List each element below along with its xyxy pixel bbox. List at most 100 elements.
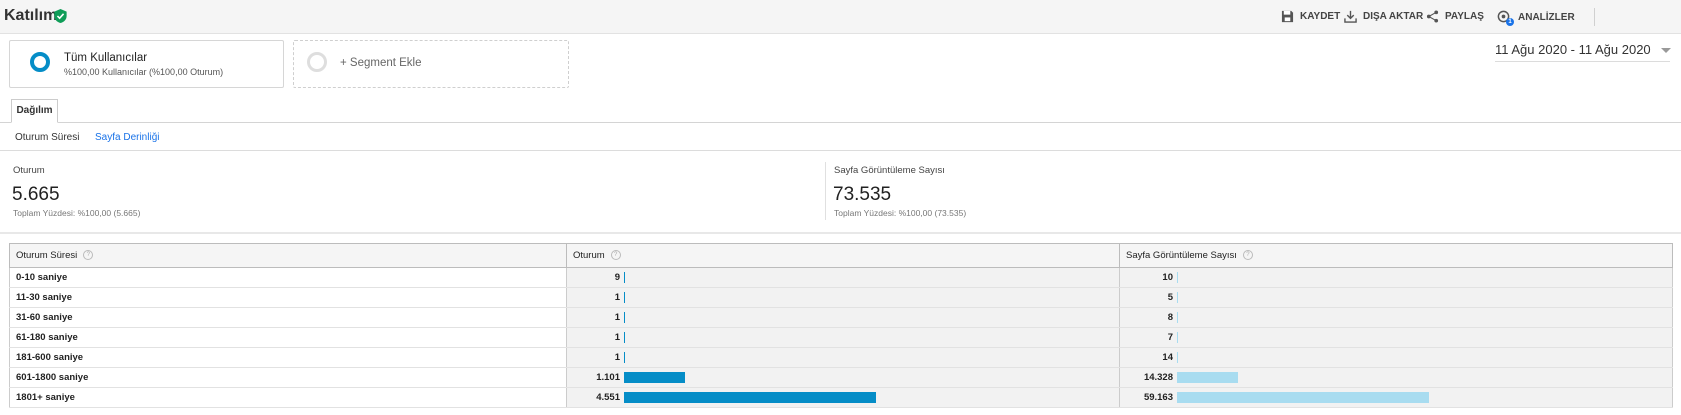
sessions-value: 1 bbox=[614, 352, 620, 363]
pageviews-cell: 10 bbox=[1119, 267, 1673, 288]
metric-sessions-sub: Toplam Yüzdesi: %100,00 (5.665) bbox=[13, 208, 141, 218]
pageviews-cell: 14 bbox=[1119, 347, 1673, 368]
column-header-duration[interactable]: Oturum Süresi? bbox=[9, 243, 567, 268]
empty-segment-ring-icon bbox=[307, 52, 327, 72]
add-segment-button[interactable]: + Segment Ekle bbox=[293, 40, 569, 88]
download-icon bbox=[1344, 10, 1357, 23]
insights-label: ANALİZLER bbox=[1518, 11, 1575, 23]
pageviews-bar bbox=[1177, 392, 1429, 403]
metric-pageviews-label: Sayfa Görüntüleme Sayısı bbox=[834, 165, 945, 176]
row-label[interactable]: 31-60 saniye bbox=[9, 307, 567, 328]
help-icon[interactable]: ? bbox=[83, 250, 94, 261]
share-icon bbox=[1426, 10, 1439, 23]
save-icon bbox=[1281, 10, 1294, 23]
pageviews-bar bbox=[1177, 292, 1178, 303]
chevron-down-icon[interactable] bbox=[1661, 48, 1671, 53]
sessions-cell: 1.101 bbox=[566, 367, 1120, 388]
sessions-cell: 1 bbox=[566, 347, 1120, 368]
pageviews-cell: 7 bbox=[1119, 327, 1673, 348]
table-row: 0-10 saniye 9 10 bbox=[9, 267, 1673, 288]
metric-pageviews-value: 73.535 bbox=[833, 184, 892, 205]
share-label: PAYLAŞ bbox=[1445, 11, 1484, 22]
table-row: 61-180 saniye 1 7 bbox=[9, 327, 1673, 348]
pageviews-value: 14.328 bbox=[1143, 372, 1173, 383]
pageviews-cell: 5 bbox=[1119, 287, 1673, 308]
column-header-pageviews[interactable]: Sayfa Görüntüleme Sayısı? bbox=[1119, 243, 1673, 268]
metric-divider bbox=[825, 162, 826, 220]
table-row: 601-1800 saniye 1.101 14.328 bbox=[9, 367, 1673, 388]
sessions-value: 1 bbox=[614, 292, 620, 303]
table-row: 1801+ saniye 4.551 59.163 bbox=[9, 387, 1673, 408]
export-label: DIŞA AKTAR bbox=[1363, 11, 1424, 22]
row-label[interactable]: 1801+ saniye bbox=[9, 387, 567, 408]
pageviews-cell: 59.163 bbox=[1119, 387, 1673, 408]
pageviews-bar bbox=[1177, 352, 1178, 363]
row-label[interactable]: 61-180 saniye bbox=[9, 327, 567, 348]
pageviews-cell: 14.328 bbox=[1119, 367, 1673, 388]
subtab-page-depth[interactable]: Sayfa Derinliği bbox=[95, 132, 160, 143]
sessions-value: 1 bbox=[614, 332, 620, 343]
save-button[interactable]: KAYDET bbox=[1281, 10, 1340, 23]
check-shield-icon bbox=[54, 9, 67, 23]
tab-distribution[interactable]: Dağılım bbox=[11, 99, 58, 123]
pageviews-value: 5 bbox=[1167, 292, 1173, 303]
sessions-bar bbox=[624, 272, 625, 283]
column-header-sessions[interactable]: Oturum? bbox=[566, 243, 1120, 268]
date-range-picker[interactable]: 11 Ağu 2020 - 11 Ağu 2020 bbox=[1495, 42, 1651, 57]
sessions-cell: 4.551 bbox=[566, 387, 1120, 408]
table-row: 11-30 saniye 1 5 bbox=[9, 287, 1673, 308]
table-row: 31-60 saniye 1 8 bbox=[9, 307, 1673, 328]
table-row: 181-600 saniye 1 14 bbox=[9, 347, 1673, 368]
pageviews-cell: 8 bbox=[1119, 307, 1673, 328]
tab-bar-line bbox=[0, 122, 1681, 123]
subtab-session-duration[interactable]: Oturum Süresi bbox=[15, 132, 80, 143]
sessions-value: 4.551 bbox=[596, 392, 620, 403]
save-label: KAYDET bbox=[1300, 11, 1341, 22]
sessions-bar bbox=[624, 332, 625, 343]
insights-badge: 1 bbox=[1506, 18, 1514, 26]
help-icon[interactable]: ? bbox=[610, 250, 621, 261]
sessions-bar bbox=[624, 292, 625, 303]
report-header bbox=[0, 0, 1681, 34]
pageviews-value: 7 bbox=[1167, 332, 1173, 343]
metric-sessions-value: 5.665 bbox=[12, 184, 60, 205]
add-segment-label: + Segment Ekle bbox=[340, 57, 422, 69]
data-table: Oturum Süresi? Oturum? Sayfa Görüntüleme… bbox=[9, 243, 1673, 408]
date-underline bbox=[1495, 61, 1670, 62]
pageviews-value: 59.163 bbox=[1143, 392, 1173, 403]
pageviews-bar bbox=[1177, 272, 1178, 283]
pageviews-bar bbox=[1177, 372, 1238, 383]
table-body: 0-10 saniye 9 10 11-30 saniye 1 5 31-60 saniye… bbox=[9, 267, 1673, 408]
sessions-bar bbox=[624, 372, 685, 383]
sessions-cell: 1 bbox=[566, 287, 1120, 308]
table-header-row: Oturum Süresi? Oturum? Sayfa Görüntüleme… bbox=[9, 243, 1673, 268]
pageviews-value: 8 bbox=[1167, 312, 1173, 323]
pageviews-bar bbox=[1177, 312, 1178, 323]
insights-button[interactable]: 1 ANALİZLER bbox=[1497, 10, 1575, 26]
sessions-value: 1 bbox=[614, 312, 620, 323]
sessions-cell: 9 bbox=[566, 267, 1120, 288]
row-label[interactable]: 0-10 saniye bbox=[9, 267, 567, 288]
subtab-divider bbox=[0, 150, 1681, 151]
help-icon[interactable]: ? bbox=[1242, 250, 1253, 261]
row-label[interactable]: 601-1800 saniye bbox=[9, 367, 567, 388]
sessions-bar bbox=[624, 392, 876, 403]
segment-title: Tüm Kullanıcılar bbox=[64, 52, 148, 64]
segment-all-users[interactable]: Tüm Kullanıcılar %100,00 Kullanıcılar (%… bbox=[9, 40, 284, 88]
pageviews-value: 10 bbox=[1162, 272, 1173, 283]
row-label[interactable]: 181-600 saniye bbox=[9, 347, 567, 368]
header-divider bbox=[1594, 8, 1595, 26]
share-button[interactable]: PAYLAŞ bbox=[1426, 10, 1484, 23]
metric-sessions-label: Oturum bbox=[13, 165, 45, 176]
pageviews-bar bbox=[1177, 332, 1178, 343]
row-label[interactable]: 11-30 saniye bbox=[9, 287, 567, 308]
sessions-bar bbox=[624, 312, 625, 323]
sessions-cell: 1 bbox=[566, 307, 1120, 328]
export-button[interactable]: DIŞA AKTAR bbox=[1344, 10, 1423, 23]
sessions-value: 1.101 bbox=[596, 372, 620, 383]
pageviews-value: 14 bbox=[1162, 352, 1173, 363]
segment-subtitle: %100,00 Kullanıcılar (%100,00 Oturum) bbox=[64, 67, 224, 77]
page-title: Katılım bbox=[4, 7, 58, 24]
insights-icon: 1 bbox=[1497, 10, 1514, 26]
sessions-value: 9 bbox=[614, 272, 620, 283]
